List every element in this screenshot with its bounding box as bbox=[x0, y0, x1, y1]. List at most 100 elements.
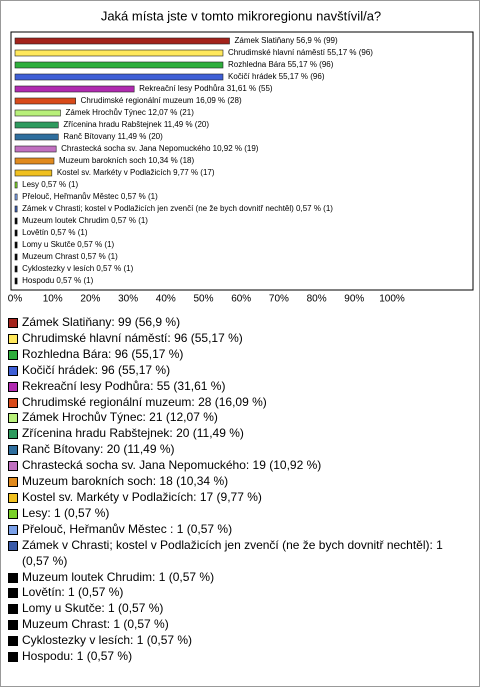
value-label: Zámek Hrochův Týnec 12,07 % (21) bbox=[66, 108, 195, 117]
x-tick-label: 10% bbox=[43, 294, 63, 305]
legend-swatch bbox=[8, 445, 18, 456]
legend-item: Kostel sv. Markéty v Podlažicích: 17 (9,… bbox=[8, 490, 463, 506]
bar bbox=[14, 73, 224, 81]
value-label: Kočičí hrádek 55,17 % (96) bbox=[228, 72, 325, 81]
legend-item: Rekreační lesy Podhůra: 55 (31,61 %) bbox=[8, 379, 463, 395]
legend-item: Zámek Slatiňany: 99 (56,9 %) bbox=[8, 315, 463, 331]
x-tick-label: 90% bbox=[344, 294, 364, 305]
bar bbox=[14, 157, 55, 165]
legend-swatch bbox=[8, 636, 18, 647]
legend: Zámek Slatiňany: 99 (56,9 %) Chrudimské h… bbox=[8, 315, 463, 665]
value-label: Lesy 0,57 % (1) bbox=[22, 180, 78, 189]
bar bbox=[14, 85, 135, 93]
legend-swatch bbox=[8, 604, 18, 615]
value-label: Muzeum barokních soch 10,34 % (18) bbox=[59, 156, 195, 165]
legend-text: Muzeum barokních soch: 18 (10,34 %) bbox=[22, 474, 229, 489]
value-label: Cyklostezky v lesích 0,57 % (1) bbox=[22, 264, 133, 273]
plot-area bbox=[10, 31, 474, 291]
x-tick-label: 70% bbox=[269, 294, 289, 305]
legend-text: Lovětín: 1 (0,57 %) bbox=[22, 585, 124, 600]
legend-item: Lesy: 1 (0,57 %) bbox=[8, 506, 463, 522]
legend-swatch bbox=[8, 540, 18, 551]
chart: Jaká místa jste v tomto mikroregionu nav… bbox=[8, 8, 474, 305]
value-label: Lomy u Skutče 0,57 % (1) bbox=[22, 240, 114, 249]
legend-swatch bbox=[8, 318, 18, 328]
legend-item: Muzeum Chrast: 1 (0,57 %) bbox=[8, 617, 463, 633]
legend-swatch bbox=[8, 620, 18, 631]
legend-item: Zámek Hrochův Týnec: 21 (12,07 %) bbox=[8, 410, 463, 426]
legend-swatch bbox=[8, 492, 18, 503]
legend-text: Cyklostezky v lesích: 1 (0,57 %) bbox=[22, 633, 193, 648]
legend-text: Ranč Bítovany: 20 (11,49 %) bbox=[22, 442, 175, 457]
bar bbox=[14, 169, 53, 177]
legend-item: Chrastecká socha sv. Jana Nepomuckého: 1… bbox=[8, 458, 463, 474]
legend-text: Zámek v Chrasti; kostel v Podlažicích je… bbox=[22, 537, 443, 568]
legend-text: Přelouč, Heřmanův Městec : 1 (0,57 %) bbox=[22, 521, 233, 536]
legend-item: Kočičí hrádek: 96 (55,17 %) bbox=[8, 363, 463, 379]
value-label: Rekreační lesy Podhůra 31,61 % (55) bbox=[139, 84, 273, 93]
legend-text: Hospodu: 1 (0,57 %) bbox=[22, 649, 133, 664]
x-tick-label: 20% bbox=[80, 294, 100, 305]
legend-item: Muzeum loutek Chrudim: 1 (0,57 %) bbox=[8, 570, 463, 586]
value-label: Kostel sv. Markéty v Podlažicích 9,77 % … bbox=[57, 168, 215, 177]
bar bbox=[14, 37, 230, 45]
legend-text: Lomy u Skutče: 1 (0,57 %) bbox=[22, 601, 164, 616]
bar bbox=[14, 253, 18, 261]
legend-item: Lovětín: 1 (0,57 %) bbox=[8, 585, 463, 601]
value-label: Hospodu 0,57 % (1) bbox=[22, 276, 93, 285]
legend-swatch bbox=[8, 572, 18, 583]
x-tick-label: 50% bbox=[193, 294, 213, 305]
legend-swatch bbox=[8, 429, 18, 440]
legend-text: Chrudimské regionální muzeum: 28 (16,09 … bbox=[22, 394, 267, 409]
bar bbox=[14, 229, 18, 237]
bar bbox=[14, 277, 18, 285]
bar bbox=[14, 121, 59, 129]
legend-swatch bbox=[8, 508, 18, 519]
legend-item: Přelouč, Heřmanův Městec : 1 (0,57 %) bbox=[8, 522, 463, 538]
legend-swatch bbox=[8, 461, 18, 472]
bar bbox=[14, 97, 76, 105]
x-tick-label: 40% bbox=[156, 294, 176, 305]
legend-item: Ranč Bítovany: 20 (11,49 %) bbox=[8, 442, 463, 458]
bar bbox=[14, 61, 224, 69]
legend-swatch bbox=[8, 381, 18, 392]
bar bbox=[14, 145, 57, 153]
legend-text: Zámek Slatiňany: 99 (56,9 %) bbox=[22, 315, 181, 329]
legend-text: Muzeum Chrast: 1 (0,57 %) bbox=[22, 617, 169, 632]
legend-text: Rekreační lesy Podhůra: 55 (31,61 %) bbox=[22, 378, 226, 393]
value-label: Muzeum loutek Chrudim 0,57 % (1) bbox=[22, 216, 148, 225]
value-label: Muzeum Chrast 0,57 % (1) bbox=[22, 252, 118, 261]
legend-text: Chrastecká socha sv. Jana Nepomuckého: 1… bbox=[22, 458, 322, 473]
legend-swatch bbox=[8, 349, 18, 360]
bar bbox=[14, 265, 18, 273]
legend-text: Zámek Hrochův Týnec: 21 (12,07 %) bbox=[22, 410, 218, 425]
bar bbox=[14, 49, 224, 57]
legend-item: Muzeum barokních soch: 18 (10,34 %) bbox=[8, 474, 463, 490]
chart-title: Jaká místa jste v tomto mikroregionu nav… bbox=[101, 8, 381, 23]
legend-item: Zámek v Chrasti; kostel v Podlažicích je… bbox=[8, 538, 463, 570]
value-label: Zřícenina hradu Rabštejnek 11,49 % (20) bbox=[63, 120, 209, 129]
legend-item: Rozhledna Bára: 96 (55,17 %) bbox=[8, 347, 463, 363]
legend-text: Lesy: 1 (0,57 %) bbox=[22, 505, 110, 520]
value-label: Zámek v Chrasti; kostel v Podlažicích je… bbox=[22, 204, 333, 213]
legend-swatch bbox=[8, 477, 18, 488]
legend-swatch bbox=[8, 524, 18, 535]
legend-swatch bbox=[8, 397, 18, 408]
x-tick-label: 30% bbox=[118, 294, 138, 305]
legend-swatch bbox=[8, 652, 18, 663]
bar bbox=[14, 241, 18, 249]
bar bbox=[14, 217, 18, 225]
legend-text: Kočičí hrádek: 96 (55,17 %) bbox=[22, 362, 171, 377]
value-label: Lovětín 0,57 % (1) bbox=[22, 228, 88, 237]
legend-text: Kostel sv. Markéty v Podlažicích: 17 (9,… bbox=[22, 489, 262, 504]
x-tick-label: 80% bbox=[307, 294, 327, 305]
legend-swatch bbox=[8, 588, 18, 599]
bar bbox=[14, 205, 18, 213]
x-tick-label: 0% bbox=[8, 294, 23, 305]
bar bbox=[14, 109, 61, 117]
legend-item: Chrudimské hlavní náměstí: 96 (55,17 %) bbox=[8, 331, 463, 347]
legend-item: Zřícenina hradu Rabštejnek: 20 (11,49 %) bbox=[8, 426, 463, 442]
legend-item: Lomy u Skutče: 1 (0,57 %) bbox=[8, 601, 463, 617]
legend-swatch bbox=[8, 413, 18, 424]
legend-item: Cyklostezky v lesích: 1 (0,57 %) bbox=[8, 633, 463, 649]
